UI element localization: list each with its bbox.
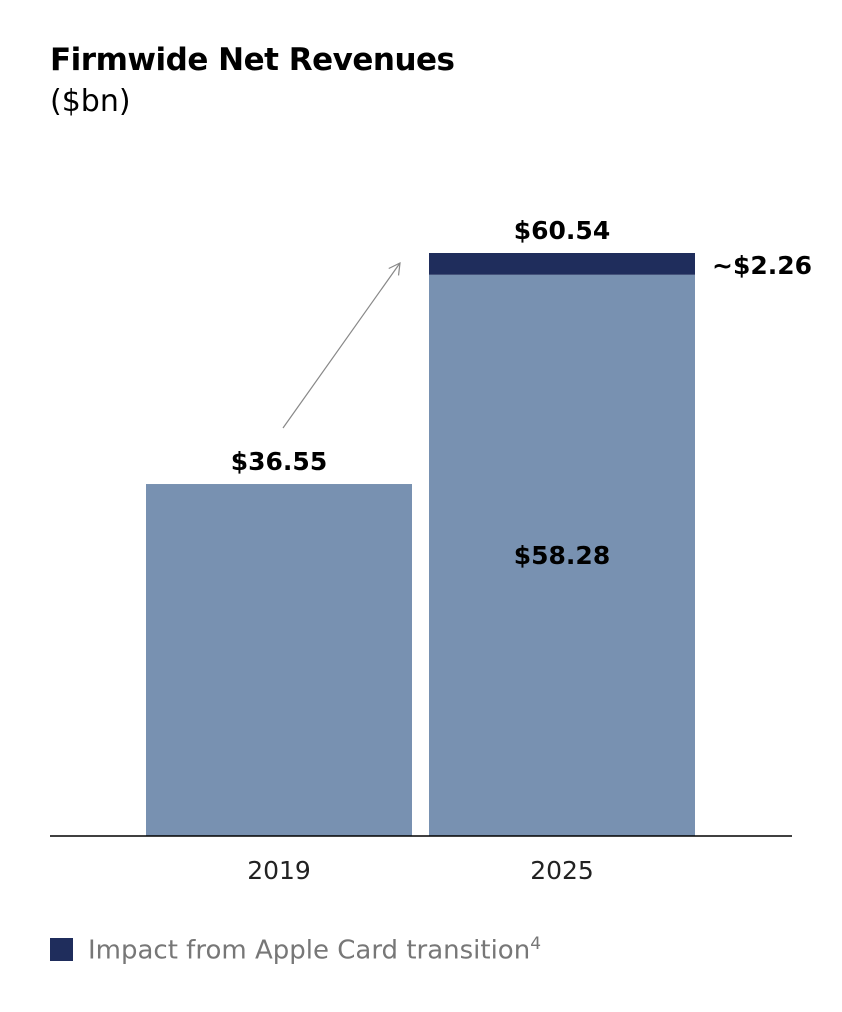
data-label-total-2025: $60.54 <box>514 216 610 245</box>
chart-title: Firmwide Net Revenues <box>50 42 455 78</box>
bar-2025-series-1 <box>429 253 695 275</box>
x-tick-label-2019: 2019 <box>247 856 311 885</box>
x-tick-label-2025: 2025 <box>530 856 594 885</box>
data-label-total-2019: $36.55 <box>231 447 327 476</box>
legend-swatch <box>50 938 73 962</box>
bar-2019-series-0 <box>146 484 412 836</box>
bar-2025-series-0 <box>429 274 695 836</box>
legend-footnote: 4 <box>530 934 542 954</box>
data-label-impact-2025: ~$2.26 <box>712 251 812 280</box>
data-label-base-2025: $58.28 <box>514 541 610 570</box>
legend-text: Impact from Apple Card transition <box>88 935 531 966</box>
legend: Impact from Apple Card transition4 <box>50 934 541 966</box>
chart-subtitle: ($bn) <box>50 84 131 119</box>
legend-label: Impact from Apple Card transition4 <box>88 934 541 966</box>
growth-arrow <box>282 261 401 429</box>
